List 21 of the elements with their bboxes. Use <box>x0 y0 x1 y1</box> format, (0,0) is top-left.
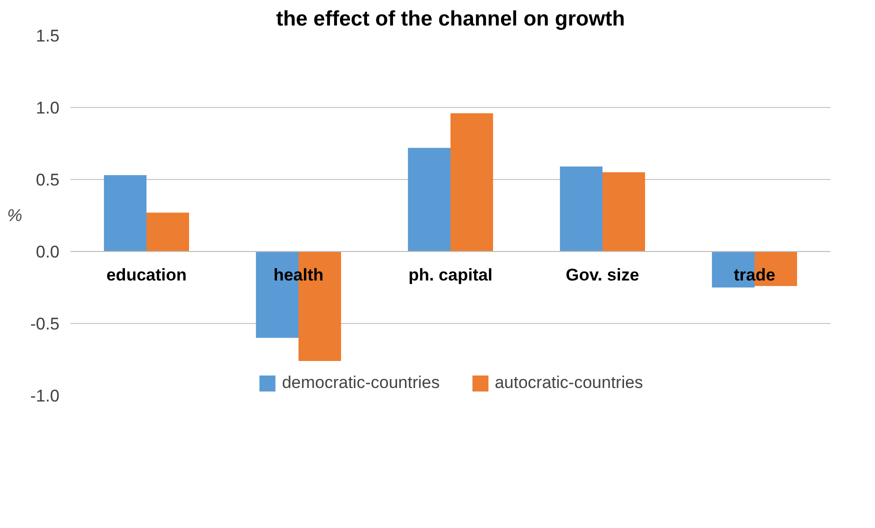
x-tick-label: ph. capital <box>408 266 493 284</box>
y-tick-label: -1.0 <box>30 386 60 406</box>
bar <box>560 166 602 252</box>
legend-label: autocratic-countries <box>494 373 644 393</box>
bar <box>602 172 646 252</box>
y-axis-title: % <box>7 206 22 225</box>
bar <box>146 212 190 252</box>
bar <box>408 148 450 252</box>
x-tick-label: education <box>106 266 187 284</box>
y-tick-label: -0.5 <box>30 314 60 334</box>
x-tick-label: Gov. size <box>566 266 640 284</box>
x-tick-label: trade <box>734 266 776 284</box>
y-tick-label: 1.5 <box>36 26 60 46</box>
bar <box>104 175 146 252</box>
bar <box>450 113 494 252</box>
chart-title: the effect of the channel on growth <box>276 8 625 30</box>
y-tick-label: 0.5 <box>36 170 60 190</box>
legend-label: democratic-countries <box>282 373 440 393</box>
y-tick-label: 1.0 <box>36 98 60 118</box>
y-tick-label: 0.0 <box>36 242 60 262</box>
x-tick-label: health <box>273 266 324 284</box>
